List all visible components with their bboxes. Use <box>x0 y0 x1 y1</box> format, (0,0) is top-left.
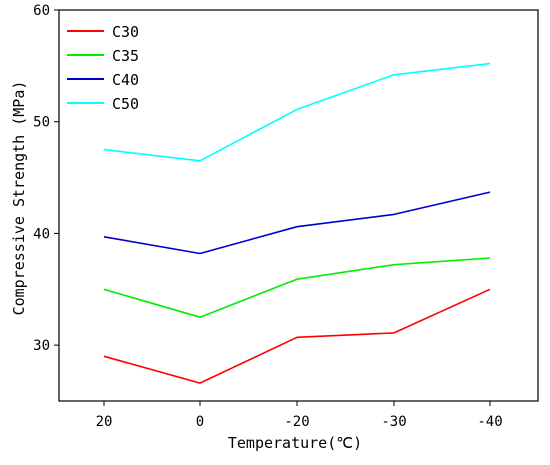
plot-frame <box>58 9 539 402</box>
y-tick-label: 40 <box>33 226 50 242</box>
x-tick-label: -40 <box>477 414 502 430</box>
series-line-c30 <box>103 288 491 384</box>
x-tick-label: -30 <box>381 414 406 430</box>
series-line-c35 <box>103 257 491 319</box>
y-tick-label: 60 <box>33 3 50 19</box>
legend-label-c30: C30 <box>112 23 139 41</box>
x-tick-label: 0 <box>196 414 204 430</box>
y-tick-label: 30 <box>33 338 50 354</box>
legend-label-c35: C35 <box>112 47 139 65</box>
series-line-c50 <box>103 62 491 162</box>
legend-label-c50: C50 <box>112 95 139 113</box>
series-line-c40 <box>103 191 491 255</box>
x-tick-label: 20 <box>96 414 113 430</box>
y-tick-label: 50 <box>33 115 50 131</box>
x-tick-label: -20 <box>284 414 309 430</box>
y-axis-label: Compressive Strength (MPa) <box>10 81 28 316</box>
legend-label-c40: C40 <box>112 71 139 89</box>
x-axis-label: Temperature(℃) <box>228 434 362 452</box>
